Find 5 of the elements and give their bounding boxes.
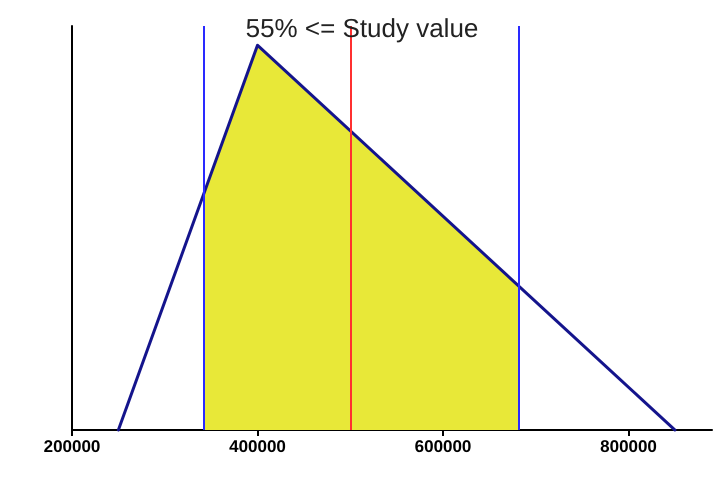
x-tick-label: 600000 bbox=[414, 437, 472, 456]
x-tick-label: 800000 bbox=[600, 437, 657, 456]
x-tick-label: 400000 bbox=[229, 437, 286, 456]
x-tick-label: 200000 bbox=[44, 437, 100, 456]
chart-title: 55% <= Study value bbox=[246, 13, 478, 43]
